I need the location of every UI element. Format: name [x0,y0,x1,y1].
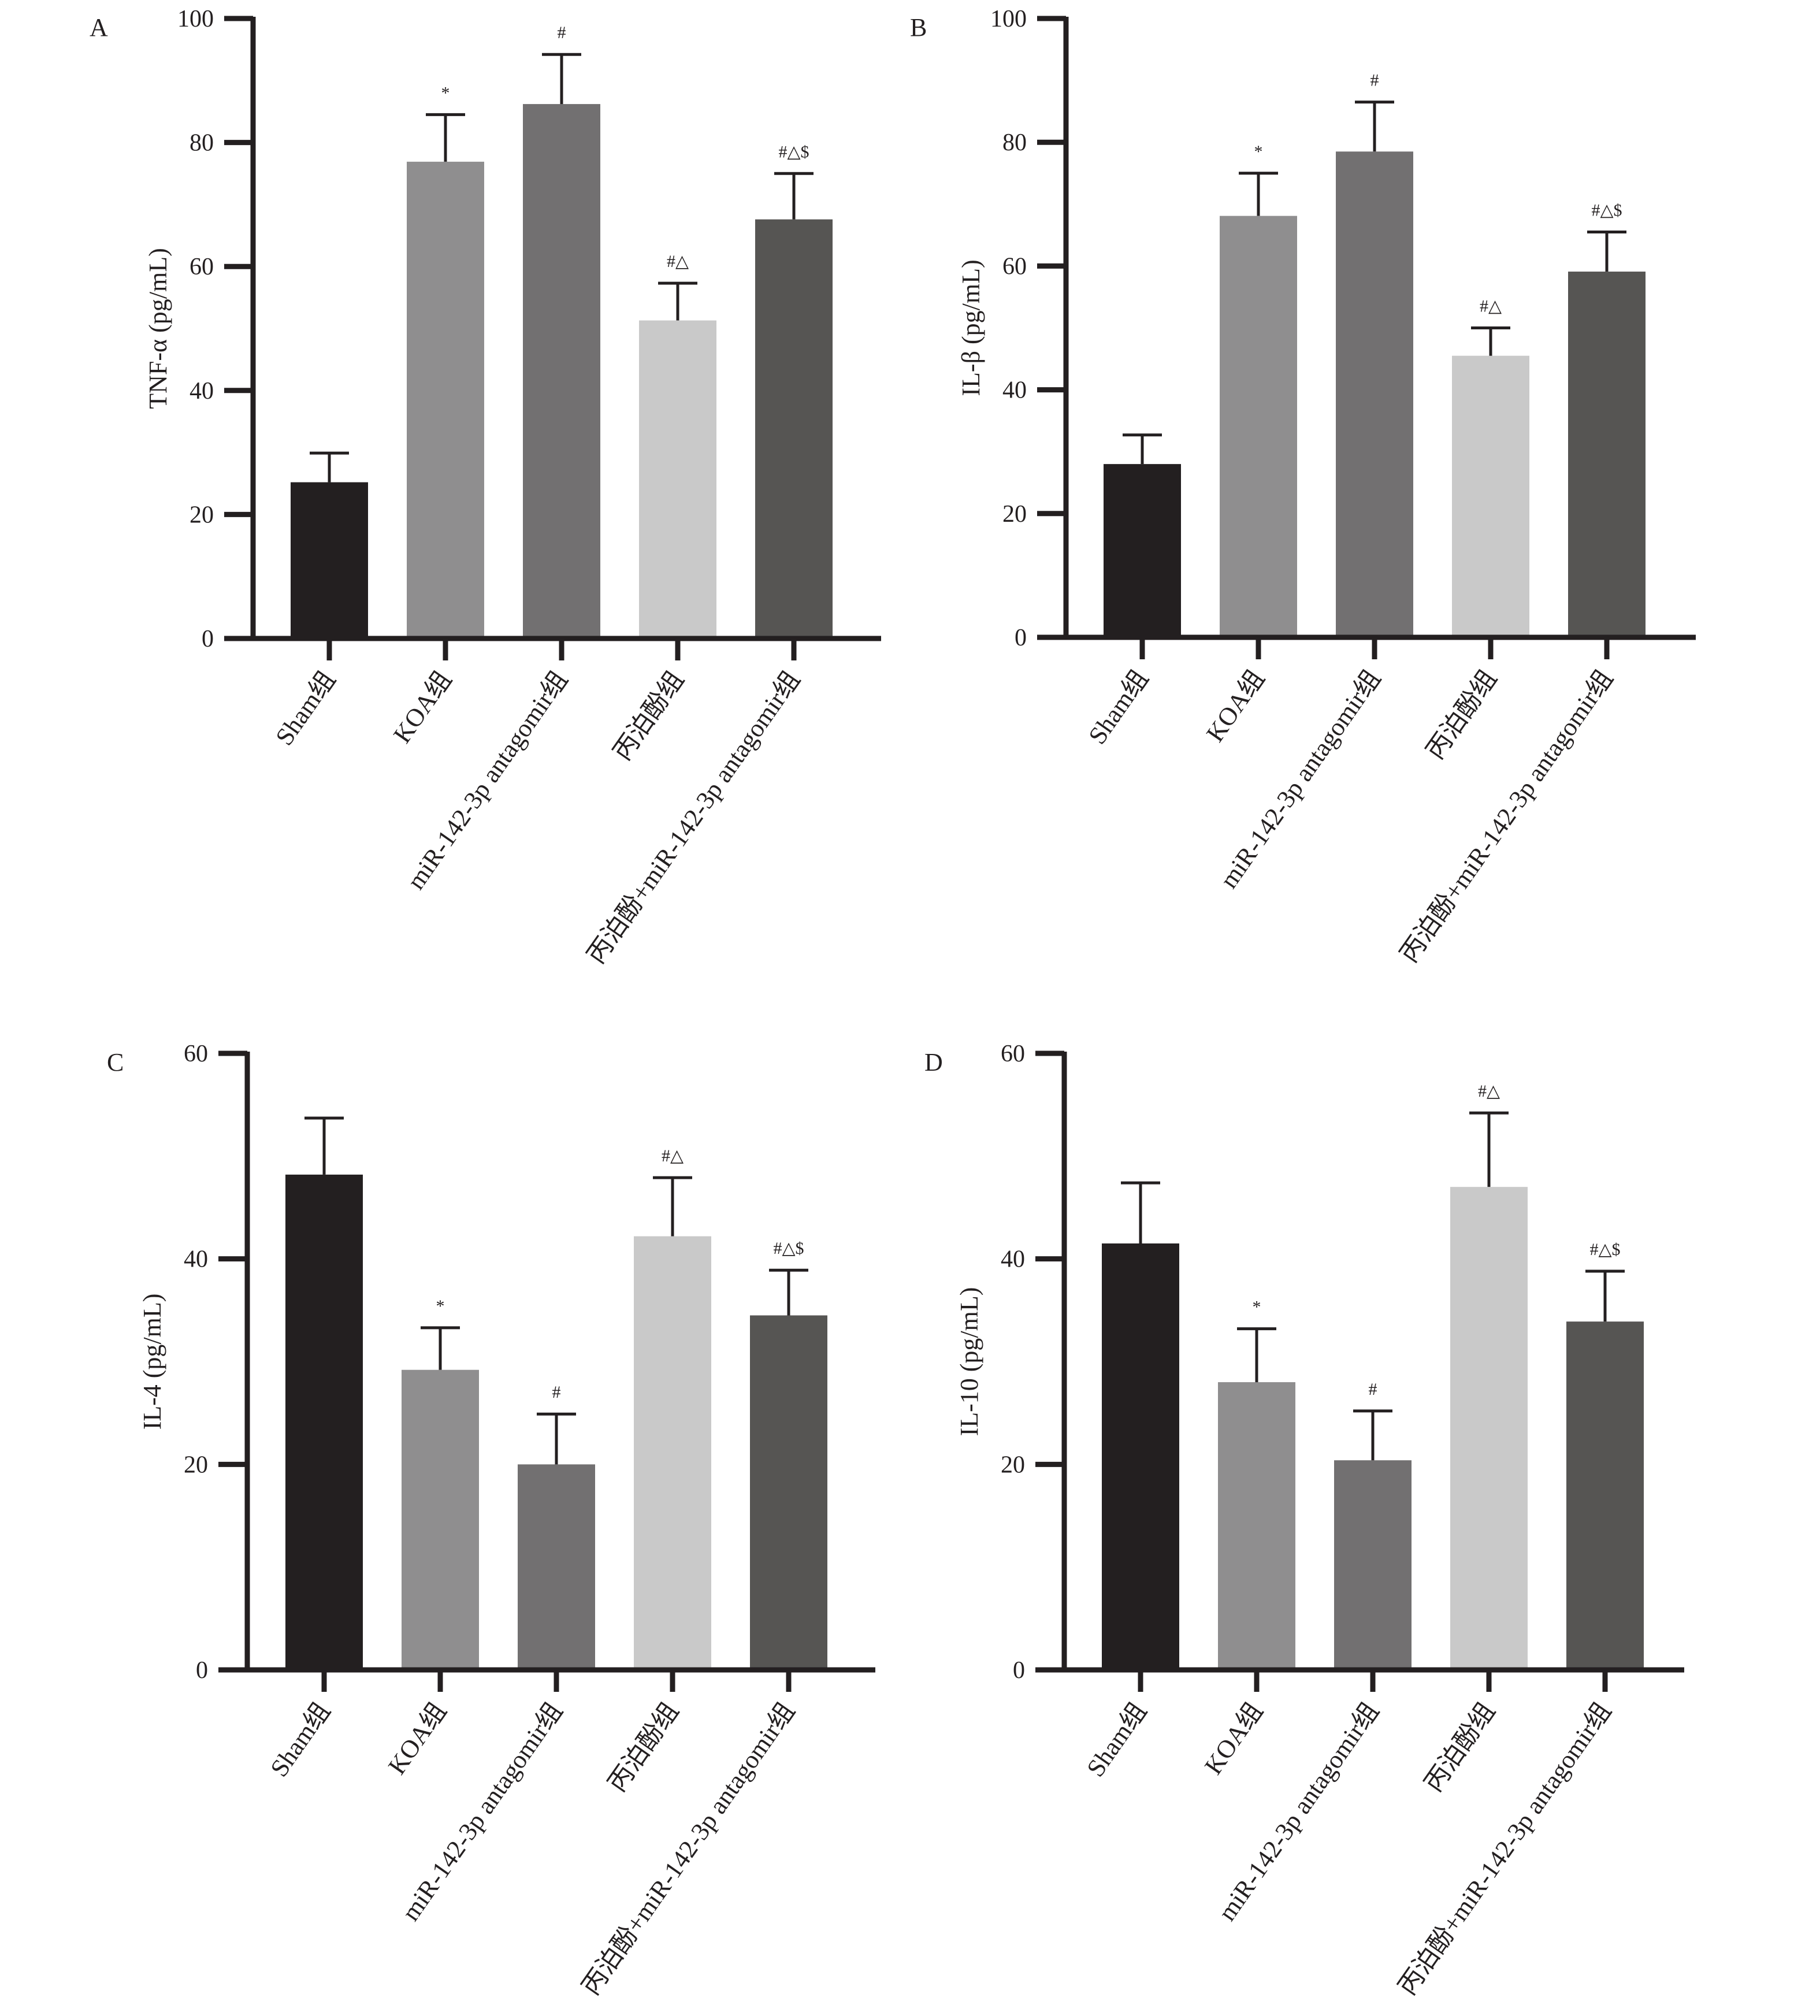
panel-b-y-tick-label-3: 60 [1002,253,1027,280]
panel-a-y-tick-label-1: 20 [190,502,214,528]
panel-a-y-tick-label-4: 80 [190,130,214,157]
panel-c-y-tick-label-1: 20 [184,1451,208,1478]
panel-c-letter: C [107,1048,124,1076]
panel-c-x-tick-label-0: Sham组 [265,1698,336,1782]
panel-a-annotation-3: #△ [667,252,689,271]
panel-a-y-tick-label-5: 100 [177,6,214,32]
panel-d-x-tick-label-0: Sham组 [1081,1698,1152,1782]
panel-b-x-tick-label-4: 丙泊酚+miR-142-3p antagomir组 [1395,665,1618,968]
panel-b-annotation-3: #△ [1480,297,1502,316]
panel-b-annotation-1: * [1254,142,1263,161]
panel-c-x-tick-label-3: 丙泊酚组 [603,1698,684,1797]
panel-a-annotation-2: # [558,23,566,42]
panel-b-bar-3 [1452,355,1529,637]
panel-a-x-tick-label-0: Sham组 [270,666,341,751]
panel-a-annotation-4: #△$ [778,142,809,161]
panel-a-bar-1 [407,161,484,638]
panel-a-bar-3 [639,320,716,638]
panel-c-bar-0 [285,1174,363,1670]
panel-d-bar-4 [1566,1321,1644,1670]
panel-c-bar-1 [402,1369,479,1670]
panel-a-x-tick-label-1: KOA组 [388,666,457,748]
panel-c-y-tick-label-2: 40 [184,1246,208,1273]
panel-a-bar-0 [291,482,368,638]
panel-b-bar-0 [1104,464,1181,637]
panel-c-y-axis-title: IL-4 (pg/mL) [138,1294,166,1430]
panel-a: A * # #△ #△$ 0 20 40 60 80 100 TNF-α (pg/mL) Sham组 KO… [90,6,881,969]
panel-c-y-tick-label-3: 60 [184,1041,208,1067]
panel-d-bar-1 [1218,1382,1295,1670]
panel-a-annotation-1: * [441,83,450,102]
panel-a-y-tick-label-3: 60 [190,254,214,280]
panel-a-y-tick-label-0: 0 [202,626,214,652]
panel-d-annotation-3: #△ [1478,1082,1500,1101]
panel-b-x-tick-label-3: 丙泊酚组 [1421,665,1502,764]
panel-a-y-tick-label-2: 40 [190,378,214,404]
panel-a-x-tick-label-3: 丙泊酚组 [608,666,689,766]
panel-b-letter: B [910,13,927,42]
panel-a-letter: A [90,13,108,42]
panel-b-x-tick-label-1: KOA组 [1201,665,1270,747]
panel-d-y-axis-title: IL-10 (pg/mL) [955,1287,983,1436]
panel-c-annotation-4: #△$ [773,1239,804,1258]
panel-c-x-tick-label-1: KOA组 [382,1698,452,1780]
panel-c-y-tick-label-0: 0 [196,1657,208,1684]
panel-d-annotation-1: * [1253,1298,1261,1317]
panel-c-bar-2 [518,1464,595,1670]
panel-a-bar-2 [523,104,600,639]
panel-c-x-tick-label-4: 丙泊酚+miR-142-3p antagomir组 [577,1698,800,2000]
panel-b-bar-4 [1568,272,1646,637]
panel-d-annotation-2: # [1369,1380,1377,1399]
panel-b-y-tick-label-1: 20 [1002,501,1027,528]
panel-a-x-tick-label-4: 丙泊酚+miR-142-3p antagomir组 [582,666,805,969]
panel-d-bar-3 [1450,1187,1528,1670]
panel-c-bar-4 [750,1315,827,1670]
panel-c-bar-3 [634,1236,711,1670]
panel-b: B * # #△ #△$ 0 20 40 60 80 100 IL-β (pg/mL) Sham组 KOA… [910,6,1696,968]
panel-d-y-tick-label-1: 20 [1001,1451,1025,1478]
panel-b-y-axis-title: IL-β (pg/mL) [957,259,985,396]
panel-a-y-axis-title: TNF-α (pg/mL) [144,248,172,409]
panel-d-x-tick-label-1: KOA组 [1199,1698,1268,1780]
panel-d-y-tick-label-0: 0 [1013,1657,1025,1684]
panel-d-x-tick-label-4: 丙泊酚+miR-142-3p antagomir组 [1393,1698,1617,2000]
panel-b-bar-1 [1220,216,1297,637]
panel-b-bar-2 [1336,151,1413,637]
panel-d-y-tick-label-3: 60 [1001,1041,1025,1067]
panel-d-x-tick-label-3: 丙泊酚组 [1419,1698,1500,1797]
panel-b-y-tick-label-4: 80 [1002,129,1027,156]
panel-c-annotation-3: #△ [662,1146,684,1165]
panel-d-annotation-4: #△$ [1589,1240,1620,1259]
panel-b-y-tick-label-2: 40 [1002,377,1027,404]
panel-b-annotation-2: # [1370,71,1379,90]
panel-d-bar-0 [1102,1243,1179,1670]
panel-b-y-tick-label-0: 0 [1015,625,1027,651]
panel-a-bar-4 [755,219,833,639]
panel-c-annotation-1: * [436,1297,445,1316]
panel-b-y-tick-label-5: 100 [990,6,1027,32]
panel-b-annotation-4: #△$ [1591,201,1622,220]
panel-d-y-tick-label-2: 40 [1001,1246,1025,1273]
panel-c-annotation-2: # [552,1383,561,1402]
panel-b-x-tick-label-0: Sham组 [1083,665,1154,749]
panel-d-bar-2 [1334,1460,1412,1670]
panel-d-letter: D [924,1048,943,1076]
